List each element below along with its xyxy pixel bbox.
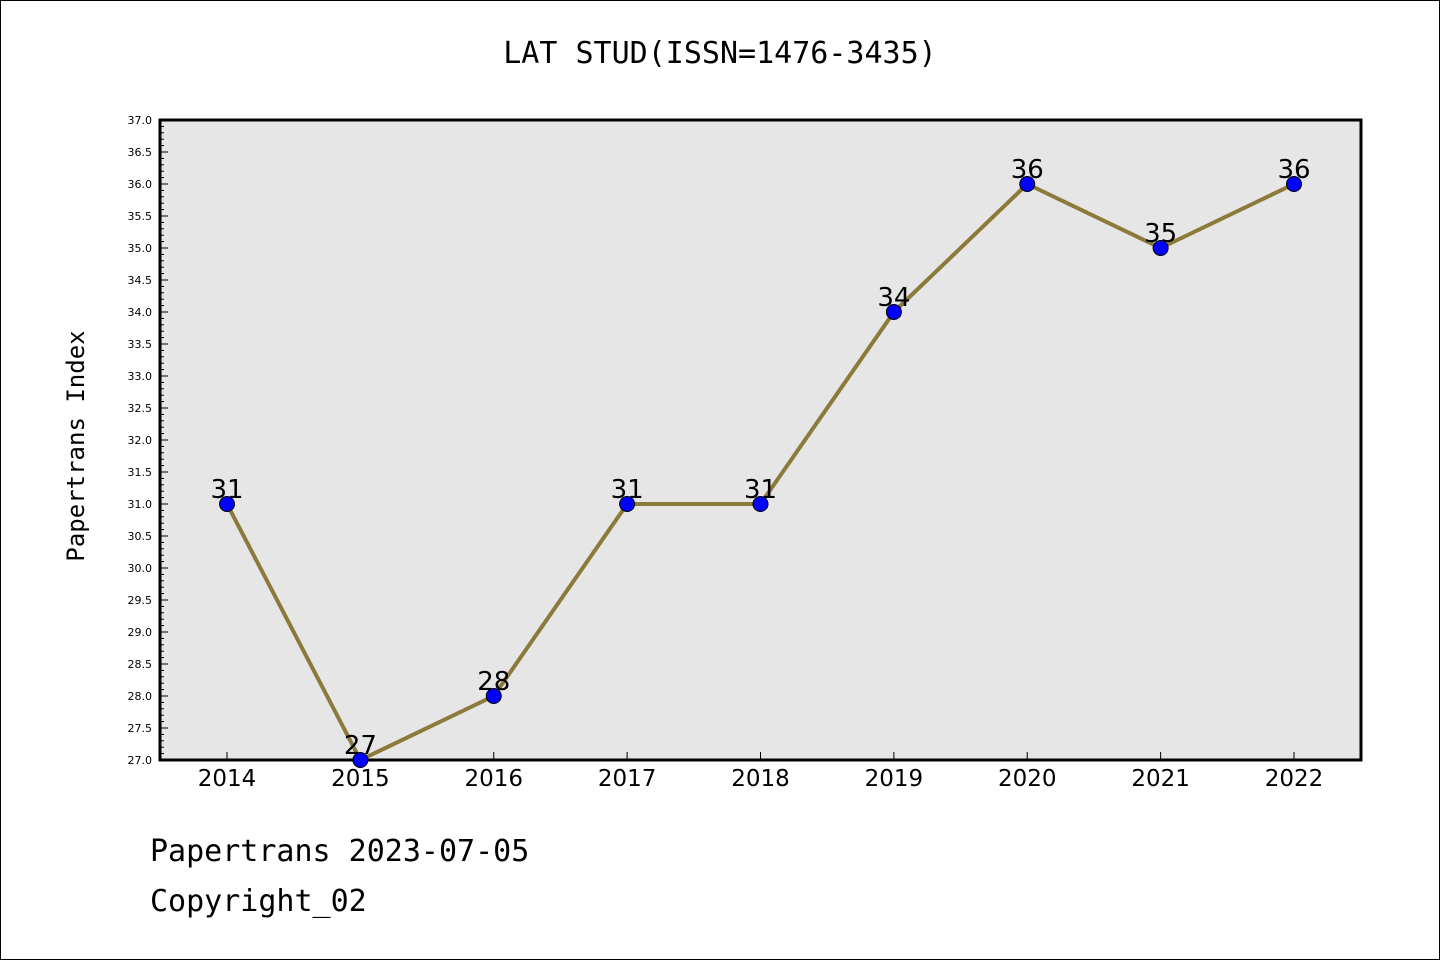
y-tick-label: 28.0 (128, 690, 153, 703)
y-tick-label: 32.5 (128, 402, 153, 415)
x-tick-label: 2021 (1131, 766, 1190, 792)
y-tick-label: 34.5 (128, 274, 153, 287)
data-point (752, 496, 769, 512)
x-tick-label: 2017 (598, 766, 657, 792)
y-tick-label: 33.5 (128, 338, 153, 351)
x-tick-label: 2015 (331, 766, 390, 792)
footer-date-text: Papertrans 2023-07-05 (150, 834, 530, 869)
x-tick-label: 2019 (865, 766, 924, 792)
x-tick-label: 2018 (731, 766, 790, 792)
data-label: 31 (210, 475, 243, 505)
data-label: 34 (877, 283, 910, 313)
data-label: 36 (1011, 155, 1044, 185)
y-tick-label: 30.0 (128, 562, 153, 575)
y-tick-label: 30.5 (128, 530, 153, 543)
data-point (485, 688, 502, 704)
data-label: 36 (1277, 155, 1310, 185)
footer-copyright-text: Copyright_02 (150, 884, 367, 919)
y-tick-label: 36.0 (128, 178, 153, 191)
y-tick-label: 36.5 (128, 146, 153, 159)
data-point (1152, 240, 1169, 256)
y-tick-label: 32.0 (128, 434, 153, 447)
y-tick-label: 29.5 (128, 594, 153, 607)
data-label: 31 (744, 475, 777, 505)
data-label: 35 (1144, 219, 1177, 249)
data-label: 31 (611, 475, 644, 505)
chart-title: LAT STUD(ISSN=1476-3435) (503, 36, 937, 71)
y-axis: 27.0 27.5 28.0 28.5 29.0 29.5 30.0 30.5 31.0 31.5… (128, 114, 168, 767)
y-tick-label: 27.5 (128, 722, 153, 735)
data-point (1286, 176, 1302, 192)
series-group: 31 27 28 31 31 34 36 35 36 (210, 155, 1311, 768)
x-tick-label: 2016 (464, 766, 523, 792)
y-tick-label: 35.0 (128, 242, 153, 255)
y-tick-label: 34.0 (128, 306, 153, 319)
data-point (1019, 176, 1036, 192)
y-tick-label: 29.0 (128, 626, 153, 639)
data-point (619, 496, 636, 512)
y-tick-label: 31.0 (128, 498, 153, 511)
plot-area (158, 118, 1363, 762)
data-label: 27 (344, 731, 377, 761)
y-tick-label: 31.5 (128, 466, 153, 479)
y-tick-label: 27.0 (128, 754, 153, 767)
y-tick-label: 35.5 (128, 210, 153, 223)
x-tick-label: 2014 (198, 766, 257, 792)
x-tick-label: 2022 (1265, 766, 1324, 792)
y-tick-label: 33.0 (128, 370, 153, 383)
data-point (352, 752, 369, 768)
x-axis: 2014 2015 2016 2017 2018 2019 2020 2021 2022 (198, 752, 1324, 792)
y-tick-label: 28.5 (128, 658, 153, 671)
y-tick-label: 37.0 (128, 114, 153, 127)
x-tick-label: 2020 (998, 766, 1057, 792)
data-point (885, 304, 902, 320)
data-point (219, 496, 235, 512)
data-label: 28 (477, 667, 510, 697)
